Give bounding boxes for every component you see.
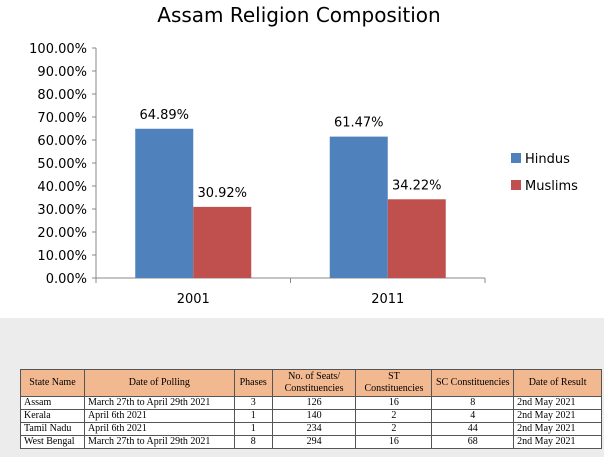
- data-label-muslims-2011: 34.22%: [392, 178, 442, 193]
- column-header: State Name: [20, 369, 85, 397]
- data-label-hindus-2001: 64.89%: [139, 108, 189, 123]
- y-tick-label: 70.00%: [37, 111, 87, 126]
- bar-hindus-2001: [135, 128, 194, 278]
- table-cell: April 6th 2021: [83, 409, 235, 423]
- table-cell: 16: [355, 435, 433, 449]
- y-tick-label: 100.00%: [29, 42, 87, 57]
- table-cell: 294: [271, 435, 357, 449]
- column-header: ST Constituencies: [355, 369, 433, 397]
- table-cell: Tamil Nadu: [20, 422, 85, 436]
- table-cell: 8: [431, 396, 515, 410]
- column-header: No. of Seats/ Constituencies: [271, 369, 357, 397]
- table-cell: 2nd May 2021: [513, 396, 602, 410]
- x-tick-label: 2001: [177, 292, 210, 307]
- table-cell: 16: [355, 396, 433, 410]
- table-row: Tamil Nadu April 6th 2021 1 234 2 44 2nd May 2…: [20, 422, 602, 436]
- table-cell: April 6th 2021: [83, 422, 235, 436]
- bar-hindus-2011: [329, 136, 388, 278]
- table-cell: 2nd May 2021: [513, 409, 602, 423]
- y-tick-label: 20.00%: [37, 226, 87, 241]
- y-tick-label: 30.00%: [37, 203, 87, 218]
- chart-axes: 0.00% 10.00% 20.00% 30.00% 40.00% 50.00% 60.00…: [29, 42, 486, 307]
- x-tick-label: 2011: [371, 292, 404, 307]
- bar-muslims-2001: [193, 206, 252, 278]
- table-cell: 2: [355, 409, 433, 423]
- table-body: Assam March 27th to April 29th 2021 3 126 16…: [20, 396, 602, 449]
- table-cell: West Bengal: [20, 435, 85, 449]
- y-tick-label: 40.00%: [37, 180, 87, 195]
- table-cell: 1: [233, 409, 273, 423]
- column-header: SC Constituencies: [431, 369, 515, 397]
- data-label-hindus-2011: 61.47%: [334, 116, 384, 131]
- y-tick-label: 0.00%: [46, 272, 87, 287]
- legend-label-muslims: Muslims: [525, 179, 578, 194]
- table-cell: 2nd May 2021: [513, 435, 602, 449]
- chart-panel: Assam Religion Composition 0.00% 10.00% 20…: [0, 0, 604, 318]
- table-cell: 4: [431, 409, 515, 423]
- y-tick-label: 50.00%: [37, 157, 87, 172]
- table-cell: 8: [233, 435, 273, 449]
- legend-swatch-muslims: [511, 180, 521, 190]
- chart-bars: 64.89% 30.92% 61.47% 34.22%: [135, 108, 446, 278]
- table-cell: 44: [431, 422, 515, 436]
- election-schedule-table-wrap: State Name Date of Polling Phases No. of Se…: [20, 369, 602, 449]
- column-header: Date of Result: [513, 369, 602, 397]
- table-row: Assam March 27th to April 29th 2021 3 126 16…: [20, 396, 602, 410]
- table-cell: 2nd May 2021: [513, 422, 602, 436]
- election-schedule-table: State Name Date of Polling Phases No. of Se…: [20, 369, 602, 449]
- column-header: Phases: [233, 369, 273, 397]
- table-cell: 1: [233, 422, 273, 436]
- table-cell: March 27th to April 29th 2021: [83, 435, 235, 449]
- table-cell: 2: [355, 422, 433, 436]
- chart-legend: Hindus Muslims: [511, 152, 578, 194]
- table-cell: 234: [271, 422, 357, 436]
- table-cell: 3: [233, 396, 273, 410]
- bar-muslims-2011: [387, 199, 446, 278]
- legend-swatch-hindus: [511, 153, 521, 163]
- y-tick-label: 80.00%: [37, 88, 87, 103]
- y-tick-label: 10.00%: [37, 249, 87, 264]
- y-tick-label: 60.00%: [37, 134, 87, 149]
- table-row: West Bengal March 27th to April 29th 2021…: [20, 435, 602, 449]
- bar-chart: Assam Religion Composition 0.00% 10.00% 20…: [29, 3, 578, 307]
- table-cell: 126: [271, 396, 357, 410]
- legend-label-hindus: Hindus: [525, 152, 570, 167]
- column-header: Date of Polling: [83, 369, 235, 397]
- y-tick-label: 90.00%: [37, 65, 87, 80]
- table-cell: 140: [271, 409, 357, 423]
- table-header-row: State Name Date of Polling Phases No. of Se…: [20, 369, 602, 397]
- table-cell: Kerala: [20, 409, 85, 423]
- data-label-muslims-2001: 30.92%: [197, 186, 247, 201]
- table-cell: March 27th to April 29th 2021: [83, 396, 235, 410]
- table-cell: Assam: [20, 396, 85, 410]
- chart-title: Assam Religion Composition: [157, 3, 440, 27]
- table-cell: 68: [431, 435, 515, 449]
- table-row: Kerala April 6th 2021 1 140 2 4 2nd May 2021: [20, 409, 602, 423]
